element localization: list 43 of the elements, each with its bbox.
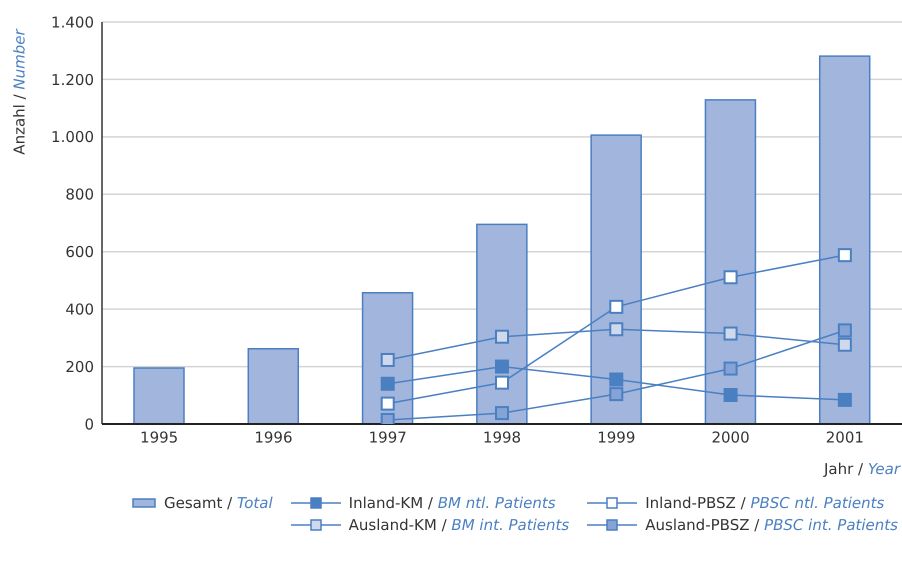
point bbox=[838, 323, 852, 338]
y-tick-label: 200 bbox=[65, 358, 94, 376]
point bbox=[838, 392, 852, 407]
y-tick-label: 0 bbox=[84, 415, 94, 434]
x-tick-label: 1997 bbox=[368, 428, 407, 447]
x-tick-label: 1996 bbox=[254, 428, 293, 447]
x-axis-title: Jahr / Year bbox=[824, 460, 900, 478]
x-tick-label: 1995 bbox=[140, 428, 178, 447]
legend-label: Inland-PBSZ / PBSC ntl. Patients bbox=[645, 494, 884, 512]
point bbox=[838, 338, 852, 352]
point bbox=[724, 270, 738, 284]
point bbox=[495, 376, 509, 390]
y-tick-label: 400 bbox=[65, 300, 94, 318]
y-tick-label: 1.200 bbox=[51, 70, 94, 89]
point bbox=[609, 300, 624, 314]
y-axis-title: Anzahl / Number bbox=[11, 29, 29, 155]
x-tick-label: 2001 bbox=[826, 428, 864, 447]
y-tick-label: 800 bbox=[65, 186, 94, 204]
bar bbox=[248, 348, 300, 424]
y-tick-label: 1.000 bbox=[51, 128, 94, 146]
point bbox=[380, 396, 395, 411]
point bbox=[724, 388, 738, 402]
point bbox=[724, 362, 738, 376]
point bbox=[609, 322, 624, 336]
legend-label: Ausland-PBSZ / PBSC int. Patients bbox=[645, 516, 898, 534]
legend-label: Gesamt / Total bbox=[164, 494, 273, 512]
bar bbox=[133, 367, 185, 424]
point bbox=[609, 387, 624, 402]
legend-label: Inland-KM / BM ntl. Patients bbox=[348, 494, 556, 512]
point bbox=[609, 372, 624, 386]
y-tick-label: 600 bbox=[65, 243, 94, 262]
legend-label: Ausland-KM / BM int. Patients bbox=[348, 516, 570, 534]
x-tick-label: 1999 bbox=[597, 428, 636, 447]
x-tick-label: 2000 bbox=[711, 428, 750, 447]
point bbox=[724, 326, 738, 341]
point bbox=[495, 360, 509, 374]
x-tick-label: 1998 bbox=[482, 428, 522, 447]
point bbox=[495, 330, 509, 344]
point bbox=[380, 376, 395, 391]
point bbox=[380, 352, 395, 367]
point bbox=[495, 406, 509, 420]
y-tick-label: 1.400 bbox=[51, 13, 94, 32]
point bbox=[838, 248, 852, 262]
